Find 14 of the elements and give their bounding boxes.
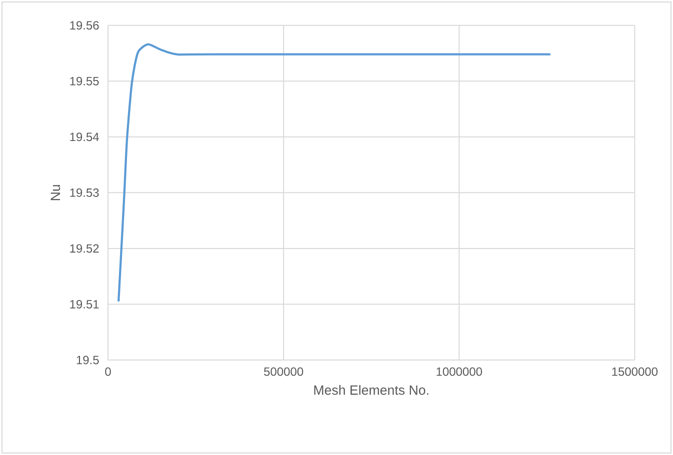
y-tick-label: 19.53 xyxy=(70,188,99,197)
x-tick-label: 1000000 xyxy=(436,367,482,376)
y-tick-label: 19.55 xyxy=(70,76,99,86)
y-tick-label: 19.54 xyxy=(70,132,99,142)
y-tick-label: 19.51 xyxy=(70,300,99,308)
y-tick-label: 19.52 xyxy=(70,244,99,253)
x-tick-label: 500000 xyxy=(264,367,304,376)
y-tick-label: 19.56 xyxy=(70,21,99,30)
x-tick-label: 0 xyxy=(105,367,111,376)
y-axis-title: Nu xyxy=(50,185,60,200)
line-series xyxy=(117,43,552,303)
x-axis-title: Mesh Elements No. xyxy=(314,385,428,395)
y-tick-label: 19.5 xyxy=(76,356,99,364)
x-tick-label: 1500000 xyxy=(612,367,658,376)
